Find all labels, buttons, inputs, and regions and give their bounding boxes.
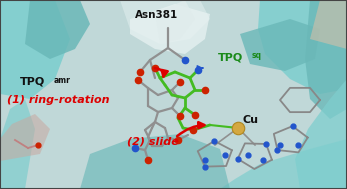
Text: TPQ: TPQ — [218, 52, 243, 62]
Text: (2) slide: (2) slide — [127, 137, 179, 147]
Polygon shape — [258, 0, 347, 94]
Polygon shape — [310, 0, 347, 49]
Polygon shape — [305, 0, 347, 119]
Polygon shape — [0, 114, 50, 161]
Polygon shape — [130, 4, 210, 54]
Polygon shape — [0, 0, 70, 109]
Text: TPQ: TPQ — [20, 77, 45, 87]
Polygon shape — [0, 99, 35, 189]
Text: Cu: Cu — [243, 115, 259, 125]
Polygon shape — [80, 134, 230, 189]
Polygon shape — [120, 0, 210, 44]
Text: sq: sq — [252, 51, 262, 60]
Polygon shape — [220, 139, 347, 189]
Polygon shape — [240, 19, 320, 71]
Polygon shape — [295, 79, 347, 189]
Text: (1) ring-rotation: (1) ring-rotation — [7, 95, 110, 105]
Text: Asn381: Asn381 — [135, 10, 178, 20]
Polygon shape — [155, 0, 195, 44]
Text: amr: amr — [54, 76, 71, 85]
Polygon shape — [25, 0, 90, 59]
